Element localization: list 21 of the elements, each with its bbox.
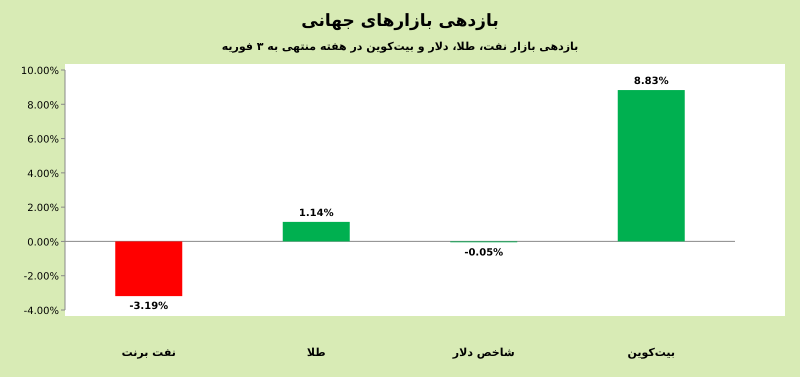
y-tick-label: 2.00%	[27, 203, 59, 214]
x-tick-label: شاخص دلار	[452, 346, 515, 359]
y-tick-label: -2.00%	[24, 272, 59, 283]
x-tick-label: نفت برنت	[122, 346, 176, 359]
x-tick-label: بیت‌کوین	[627, 346, 676, 359]
y-tick-label: 0.00%	[27, 237, 59, 248]
y-tick-label: 6.00%	[27, 134, 59, 146]
data-label: -0.05%	[464, 247, 504, 258]
y-tick-label: 8.00%	[27, 100, 59, 112]
bar	[618, 90, 685, 242]
data-label: -3.19%	[129, 301, 168, 312]
chart-title: بازدهی بازارهای جهانی	[301, 11, 499, 31]
data-label: 1.14%	[298, 208, 334, 219]
bar	[282, 222, 350, 242]
data-label: 8.83%	[634, 76, 669, 88]
y-tick-label: 10.00%	[20, 66, 59, 77]
y-tick-label: -4.00%	[24, 306, 59, 317]
x-tick-label: طلا	[306, 346, 326, 359]
bar	[115, 241, 182, 296]
chart-subtitle: بازدهی بازار نفت، طلا، دلار و بیت‌کوین در هفته منتهی به ۳ فوریه	[222, 40, 578, 53]
y-tick-label: 4.00%	[27, 168, 59, 180]
